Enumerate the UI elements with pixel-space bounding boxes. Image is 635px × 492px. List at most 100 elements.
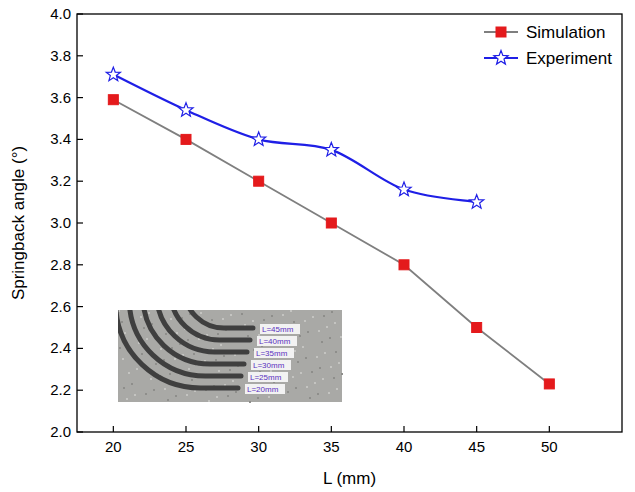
inset-texture <box>257 397 259 399</box>
inset-texture <box>191 379 193 381</box>
inset-texture <box>216 396 218 398</box>
y-tick-label: 3.0 <box>50 214 71 231</box>
y-tick <box>77 222 83 223</box>
inset-texture <box>174 358 176 360</box>
y-tick <box>77 431 83 432</box>
inset-texture <box>124 332 126 334</box>
inset-texture <box>302 346 304 348</box>
inset-texture <box>330 366 332 368</box>
inset-texture <box>312 316 314 318</box>
legend-marker <box>494 51 508 65</box>
inset-texture <box>341 373 343 375</box>
inset-texture <box>297 361 299 363</box>
x-tick-label: 50 <box>541 438 558 455</box>
inset-texture <box>329 337 331 339</box>
inset-texture <box>309 397 311 399</box>
x-tick-label: 40 <box>396 438 413 455</box>
inset-texture <box>300 372 302 374</box>
x-axis-title: L (mm) <box>323 469 376 488</box>
inset-texture <box>328 392 330 394</box>
inset-texture <box>136 368 138 370</box>
y-tick <box>77 306 83 307</box>
y-tick-label: 4.0 <box>50 5 71 22</box>
chart: 2.02.22.42.62.83.03.23.43.63.84.02025303… <box>0 0 635 492</box>
inset-texture <box>307 331 309 333</box>
inset-texture <box>241 313 243 315</box>
inset-texture <box>336 388 338 390</box>
inset-texture <box>141 353 143 355</box>
x-tick-label: 45 <box>468 438 485 455</box>
y-tick <box>77 97 83 98</box>
inset-label: L=45mm <box>262 325 294 334</box>
inset-label-patch <box>245 384 285 394</box>
marker-star <box>324 142 338 156</box>
inset-texture <box>232 380 234 382</box>
inset-texture <box>176 332 178 334</box>
legend-label: Experiment <box>526 49 612 68</box>
marker-star <box>106 67 120 81</box>
y-tick <box>77 139 83 140</box>
x-tick-label: 20 <box>105 438 122 455</box>
marker-square <box>326 218 336 228</box>
y-tick-label: 2.6 <box>50 298 71 315</box>
inset-texture <box>295 387 297 389</box>
inset-label-patch <box>254 348 294 358</box>
inset-texture <box>143 327 145 329</box>
y-axis-title: Springback angle (°) <box>9 146 28 300</box>
marker-square <box>181 134 191 144</box>
inset-texture <box>304 320 306 322</box>
marker-star <box>470 195 484 209</box>
inset-texture <box>247 335 249 337</box>
y-tick-label: 3.4 <box>50 130 71 147</box>
inset-label: L=20mm <box>247 385 279 394</box>
inset-texture <box>324 352 326 354</box>
inset-texture <box>319 367 321 369</box>
x-tick <box>258 426 259 432</box>
marker-star <box>179 103 193 117</box>
marker-square <box>472 323 482 333</box>
x-tick <box>476 426 477 432</box>
inset-texture <box>270 370 272 372</box>
inset-texture <box>165 333 167 335</box>
inset-texture <box>217 333 219 335</box>
inset-texture <box>338 362 340 364</box>
inset-tube <box>157 310 247 352</box>
inset-texture <box>333 377 335 379</box>
inset-texture <box>293 321 295 323</box>
inset-texture <box>200 312 202 314</box>
inset-texture <box>153 389 155 391</box>
inset-texture <box>271 315 273 317</box>
inset-label: L=35mm <box>256 349 288 358</box>
inset-texture <box>294 350 296 352</box>
x-tick-label: 30 <box>250 438 267 455</box>
inset-texture <box>290 310 292 312</box>
inset-texture <box>175 395 177 397</box>
x-tick-label: 25 <box>178 438 195 455</box>
inset-texture <box>318 330 320 332</box>
inset-label-patch <box>260 324 300 334</box>
inset-texture <box>222 318 224 320</box>
inset-texture <box>268 396 270 398</box>
inset-texture <box>188 368 190 370</box>
inset-photo: L=45mmL=40mmL=35mmL=30mmL=25mmL=20mm <box>116 290 343 403</box>
inset-texture <box>299 335 301 337</box>
inset-texture <box>164 388 166 390</box>
inset-texture <box>263 319 265 321</box>
inset-label-patch <box>257 336 297 346</box>
inset-texture <box>311 371 313 373</box>
legend-label: Simulation <box>526 23 605 42</box>
inset-tube <box>118 310 238 388</box>
inset-texture <box>123 387 125 389</box>
inset-texture <box>317 393 319 395</box>
plot-area <box>106 67 554 389</box>
inset-texture <box>218 370 220 372</box>
y-tick-label: 2.4 <box>50 339 71 356</box>
y-tick <box>77 181 83 182</box>
marker-square <box>108 95 118 105</box>
inset-texture <box>314 382 316 384</box>
inset-texture <box>223 355 225 357</box>
inset-texture <box>227 395 229 397</box>
legend: Simulation Experiment <box>484 23 612 68</box>
inset-label-patch <box>251 360 291 370</box>
x-tick <box>549 426 550 432</box>
